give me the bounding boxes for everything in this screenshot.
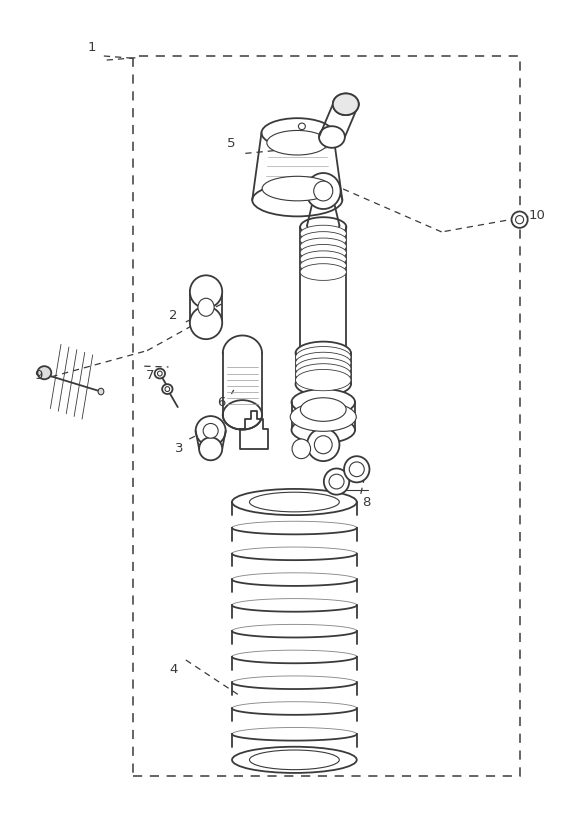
Text: 3: 3 <box>175 442 183 456</box>
Ellipse shape <box>262 176 332 201</box>
Ellipse shape <box>296 358 351 379</box>
Text: 5: 5 <box>227 137 235 150</box>
Ellipse shape <box>300 257 346 274</box>
Ellipse shape <box>314 181 333 201</box>
Ellipse shape <box>162 384 173 394</box>
Ellipse shape <box>300 218 346 236</box>
Ellipse shape <box>250 750 339 770</box>
Ellipse shape <box>306 173 340 209</box>
Ellipse shape <box>296 347 351 368</box>
Ellipse shape <box>296 342 351 364</box>
Ellipse shape <box>300 264 346 280</box>
Ellipse shape <box>344 456 370 482</box>
Ellipse shape <box>296 372 351 396</box>
Ellipse shape <box>267 130 328 155</box>
Ellipse shape <box>232 747 357 773</box>
Ellipse shape <box>329 474 344 489</box>
Ellipse shape <box>157 371 162 376</box>
Ellipse shape <box>300 245 346 261</box>
Ellipse shape <box>300 250 346 268</box>
Ellipse shape <box>292 439 311 459</box>
Ellipse shape <box>252 184 342 217</box>
Ellipse shape <box>190 275 222 308</box>
Ellipse shape <box>333 93 359 115</box>
Bar <box>133 56 519 776</box>
Text: 8: 8 <box>363 495 371 508</box>
Text: 1: 1 <box>88 41 97 54</box>
Text: 6: 6 <box>217 396 225 409</box>
Ellipse shape <box>98 388 104 395</box>
Ellipse shape <box>154 368 165 378</box>
Ellipse shape <box>198 298 214 316</box>
Ellipse shape <box>296 363 351 385</box>
Text: 10: 10 <box>528 209 545 222</box>
Ellipse shape <box>313 379 333 389</box>
Ellipse shape <box>290 402 356 431</box>
Ellipse shape <box>165 386 170 391</box>
Ellipse shape <box>250 492 339 512</box>
Ellipse shape <box>196 416 226 446</box>
Ellipse shape <box>300 225 346 242</box>
Ellipse shape <box>292 389 355 415</box>
Text: 9: 9 <box>34 368 43 382</box>
Ellipse shape <box>300 232 346 248</box>
Text: 4: 4 <box>169 663 177 677</box>
Ellipse shape <box>261 118 333 147</box>
Ellipse shape <box>296 352 351 373</box>
Ellipse shape <box>333 93 359 115</box>
Text: 7: 7 <box>146 369 154 382</box>
Ellipse shape <box>349 462 364 476</box>
Ellipse shape <box>319 126 345 147</box>
Ellipse shape <box>37 366 51 379</box>
Ellipse shape <box>300 344 346 363</box>
Text: 2: 2 <box>169 309 177 322</box>
Ellipse shape <box>223 400 262 429</box>
Ellipse shape <box>300 398 346 421</box>
Ellipse shape <box>307 428 339 461</box>
Ellipse shape <box>296 369 351 391</box>
Ellipse shape <box>298 123 305 129</box>
Ellipse shape <box>511 212 528 228</box>
Ellipse shape <box>515 216 524 224</box>
Ellipse shape <box>199 438 222 461</box>
Ellipse shape <box>292 417 355 443</box>
Ellipse shape <box>300 238 346 255</box>
Ellipse shape <box>190 307 222 339</box>
Ellipse shape <box>324 469 349 494</box>
Ellipse shape <box>314 436 332 454</box>
Ellipse shape <box>203 424 218 438</box>
Ellipse shape <box>232 489 357 515</box>
